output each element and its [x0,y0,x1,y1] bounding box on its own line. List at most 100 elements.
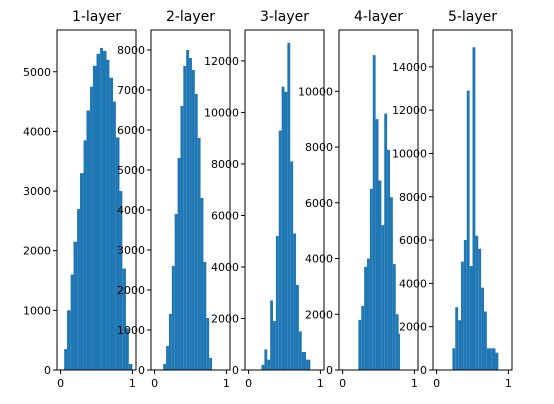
y-tick-label: 10000 [392,147,427,160]
histogram-bar [168,314,172,370]
histogram-bar [64,349,68,370]
y-tick-label: 8000 [117,44,145,57]
histogram-bar [478,248,482,370]
y-tick-label: 10000 [298,85,333,98]
histogram-bar [86,110,91,370]
y-tick-label: 3000 [117,244,145,257]
histogram-bar [261,364,265,370]
y-tick-label: 4000 [399,277,427,290]
x-tick-label: 0 [339,377,346,390]
histogram-bar [278,130,282,370]
panel-title: 1-layer [72,9,121,25]
histogram-bar [306,359,311,370]
histogram-bar [119,191,123,370]
histogram-bar [298,331,302,370]
histogram-bar [83,140,87,370]
histogram-bar [67,310,71,370]
histogram-bar [486,348,492,370]
y-tick-label: 6000 [305,197,333,210]
x-tick-label: 0 [245,377,252,390]
histogram-bar [381,225,385,370]
y-tick-label: 10000 [204,106,239,119]
histogram-bar [472,47,476,370]
histogram-bar [458,320,462,370]
y-tick-label: 0 [232,364,239,377]
histogram-bar [113,101,116,370]
histogram-bar [200,198,204,370]
y-tick-label: 14000 [392,61,427,74]
histogram-bar [128,364,133,370]
y-tick-label: 0 [420,364,427,377]
histogram-bar [79,173,84,370]
histogram-bar [189,58,192,370]
histogram-bar [177,158,181,370]
y-tick-label: 12000 [392,104,427,117]
histogram-bar [466,90,470,370]
y-tick-label: 1000 [117,324,145,337]
axes-frame [432,29,513,371]
histogram-bar [395,314,399,370]
histogram-bar [209,358,213,370]
histogram-bar [372,55,376,370]
histogram-bar [264,349,268,370]
x-tick-label: 0 [57,377,64,390]
histogram-bar [92,65,97,370]
histogram-bar [287,42,291,370]
y-tick-label: 2000 [399,321,427,334]
y-tick-label: 4000 [211,261,239,274]
y-tick-label: 4000 [305,253,333,266]
histogram-bar [273,321,276,370]
histogram-bar [369,188,373,370]
histogram-bar [378,180,382,370]
histogram-bar [267,359,271,370]
panel-title: 2-layer [166,9,215,25]
histogram-bar [398,333,401,370]
y-tick-label: 8000 [305,141,333,154]
panel-title: 4-layer [354,9,403,25]
histogram-bar [367,258,370,370]
histogram-bar [70,274,74,370]
histogram-bar [194,94,198,370]
histogram-bar [361,305,365,370]
histogram-bar [364,266,368,370]
histogram-bar [481,287,484,370]
histogram-bar [389,197,393,370]
axes-frame [338,29,419,371]
histogram-bar [463,240,467,370]
histogram-bar [392,264,396,370]
histogram-bar [475,235,479,370]
histogram-bar [191,70,195,370]
histogram-bar [495,352,499,370]
y-tick-label: 6000 [399,234,427,247]
histogram-bar [106,59,110,370]
histogram-bar [166,346,169,370]
histogram-bar [275,236,279,370]
histogram-bar [483,311,487,370]
histogram-bar [73,241,78,370]
histogram-bar [384,113,388,371]
y-tick-label: 4000 [117,204,145,217]
histogram-bar [284,91,288,370]
histogram-bar [290,161,294,370]
histogram-bar [115,137,120,370]
histogram-bar [174,214,178,370]
histogram-bar [295,285,299,370]
histogram-bar [197,138,201,370]
histogram-bar [183,66,187,370]
y-tick-label: 5000 [23,66,51,79]
histogram-bar [203,262,207,370]
histogram-bar [77,208,80,370]
x-tick-label: 0 [151,377,158,390]
x-tick-label: 1 [317,377,324,390]
x-tick-label: 0 [433,377,440,390]
histogram-bar [100,47,103,370]
histogram-bar [125,328,129,370]
x-tick-label: 1 [411,377,418,390]
y-tick-label: 2000 [23,245,51,258]
histogram-bar [96,53,101,371]
histogram-bar [90,86,93,371]
axes-frame [244,29,325,371]
